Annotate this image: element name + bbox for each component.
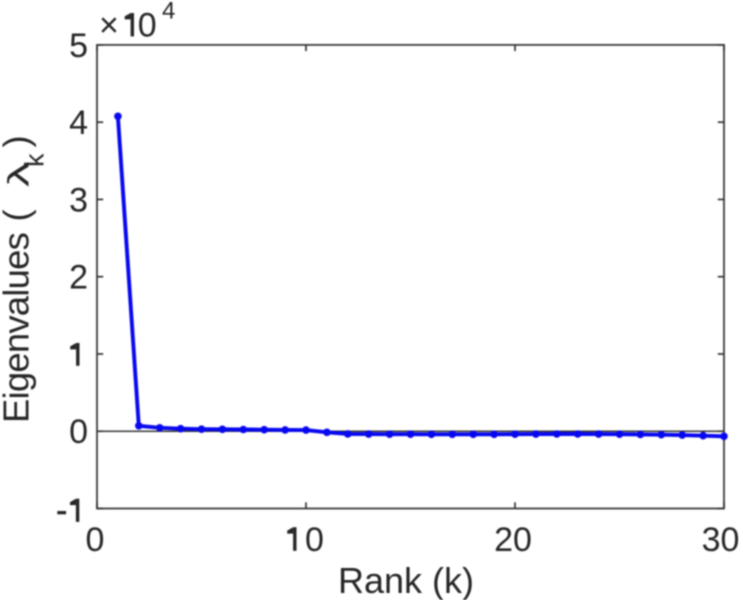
svg-text:2: 2 (69, 259, 88, 297)
svg-text:3: 3 (69, 181, 88, 219)
svg-text:0: 0 (305, 521, 324, 559)
svg-text:(: ( (0, 209, 37, 221)
svg-text:k: k (20, 153, 50, 167)
svg-text:0: 0 (138, 7, 157, 45)
svg-text:4: 4 (162, 0, 175, 25)
svg-text:4: 4 (69, 104, 88, 142)
svg-text:×: × (99, 7, 119, 45)
svg-text:Rank (k): Rank (k) (338, 560, 474, 600)
svg-text:Eigenvalues: Eigenvalues (0, 233, 37, 423)
svg-text:5: 5 (69, 27, 88, 65)
svg-text:20: 20 (494, 521, 532, 559)
svg-text:0: 0 (86, 521, 105, 559)
svg-text:0: 0 (69, 413, 88, 451)
svg-text:30: 30 (702, 521, 740, 559)
svg-text:λ: λ (1, 161, 35, 187)
svg-text:): ) (0, 135, 37, 147)
